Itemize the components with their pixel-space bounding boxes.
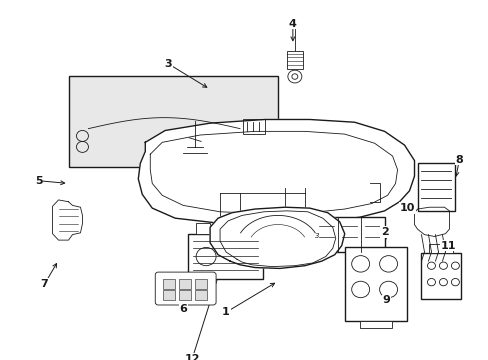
Bar	[196, 223, 210, 234]
Bar	[163, 279, 175, 289]
Bar	[428, 244, 452, 253]
Bar	[243, 120, 264, 134]
Bar	[216, 223, 229, 234]
Text: 11: 11	[440, 240, 455, 251]
Text: 10: 10	[399, 203, 414, 213]
Bar	[359, 320, 391, 328]
Text: 12: 12	[184, 354, 200, 360]
Bar	[179, 291, 191, 300]
Bar	[195, 279, 207, 289]
Bar	[163, 291, 175, 300]
Bar	[179, 279, 191, 289]
Polygon shape	[52, 200, 82, 240]
Text: 8: 8	[455, 155, 462, 165]
Bar	[314, 217, 384, 252]
Text: 9: 9	[382, 296, 390, 305]
Bar	[286, 51, 302, 69]
Text: 1: 1	[222, 307, 229, 317]
Bar	[344, 247, 406, 320]
Polygon shape	[414, 207, 448, 237]
Polygon shape	[138, 120, 414, 224]
Bar	[421, 253, 461, 298]
Text: 7: 7	[41, 279, 48, 289]
Text: 3: 3	[314, 233, 319, 239]
Polygon shape	[210, 207, 344, 269]
Text: 6: 6	[179, 303, 187, 314]
Text: 3: 3	[164, 59, 172, 69]
Bar	[68, 76, 277, 167]
Text: 2: 2	[380, 227, 387, 237]
Bar	[417, 163, 454, 211]
FancyBboxPatch shape	[155, 272, 216, 305]
Bar	[236, 223, 249, 234]
Text: 4: 4	[288, 18, 296, 28]
Text: 5: 5	[35, 176, 42, 186]
Bar	[188, 234, 263, 279]
Bar	[195, 291, 207, 300]
